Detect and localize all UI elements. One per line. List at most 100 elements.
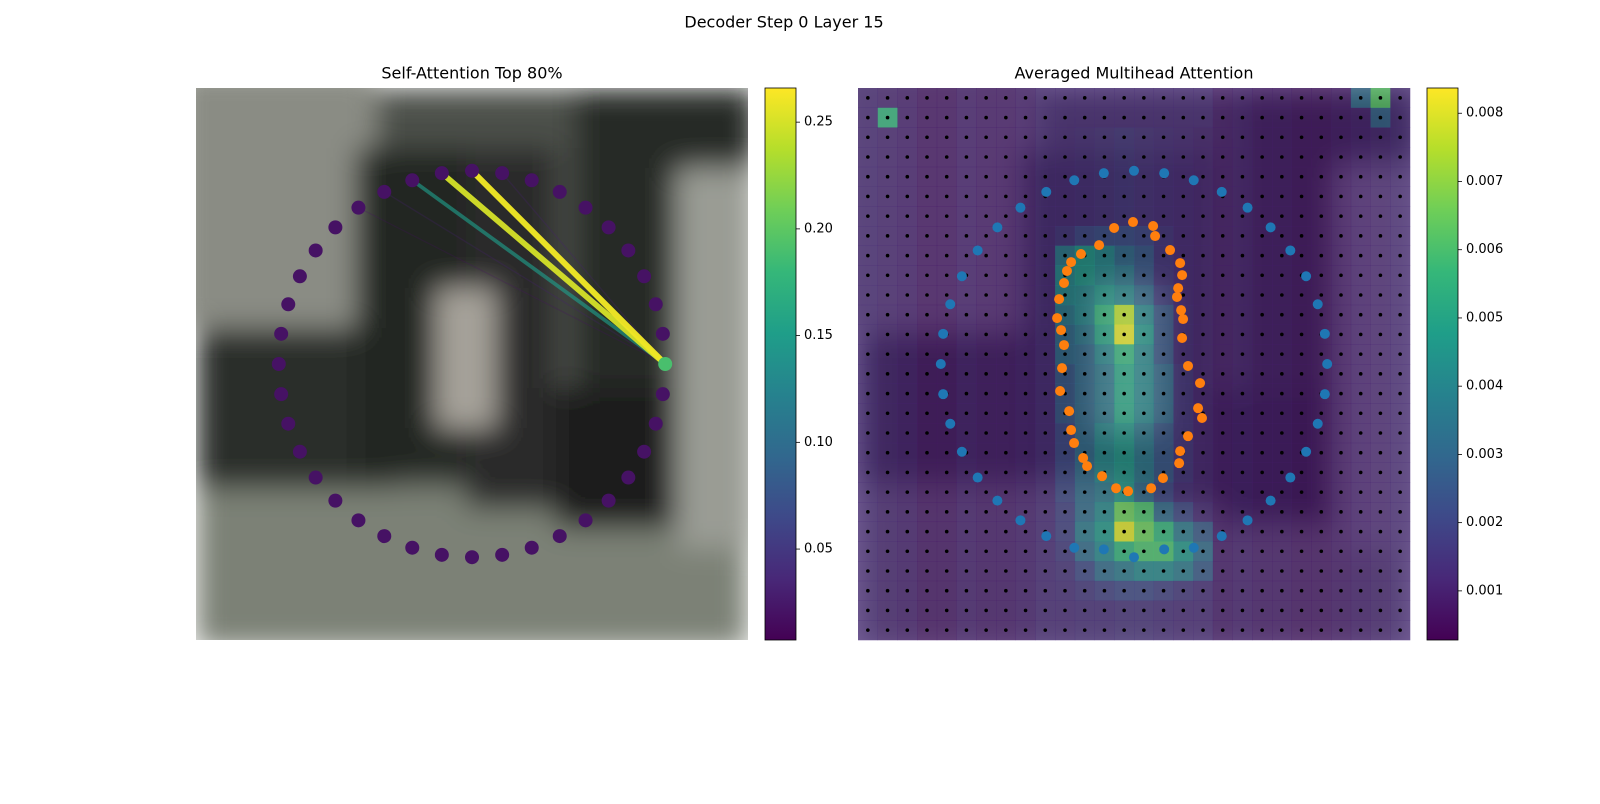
grid-point	[1004, 273, 1008, 278]
grid-point	[1142, 273, 1146, 278]
grid-point	[1181, 234, 1186, 238]
colorbar-tick-label: 0.004	[1466, 379, 1503, 394]
attention-point	[281, 297, 296, 312]
grid-point	[1240, 253, 1245, 258]
grid-point	[1260, 96, 1264, 100]
grid-point	[944, 510, 949, 514]
grid-point	[866, 529, 870, 534]
grid-point	[925, 569, 929, 573]
grid-point	[1142, 569, 1146, 573]
grid-point	[1220, 352, 1225, 356]
grid-point	[925, 332, 929, 337]
grid-point	[1161, 312, 1166, 317]
grid-point	[905, 194, 910, 199]
grid-point	[1023, 214, 1028, 218]
grid-point	[1082, 96, 1087, 100]
scatter-point	[1069, 542, 1080, 553]
attention-point	[274, 387, 289, 402]
grid-point	[1023, 155, 1028, 159]
attention-point	[495, 166, 510, 181]
grid-point	[1063, 155, 1067, 159]
grid-point	[1398, 155, 1402, 159]
grid-point	[964, 470, 969, 475]
attention-point	[578, 513, 593, 528]
grid-point	[1063, 214, 1067, 218]
scatter-point	[1319, 389, 1330, 400]
grid-point	[1023, 608, 1028, 613]
grid-point	[1240, 510, 1245, 514]
scatter-point	[1197, 413, 1208, 424]
grid-point	[1122, 115, 1126, 120]
grid-point	[1102, 411, 1107, 416]
grid-point	[1181, 549, 1186, 554]
grid-point	[1082, 352, 1087, 356]
attention-point	[328, 220, 343, 235]
grid-point	[866, 115, 870, 120]
grid-point	[944, 234, 949, 238]
grid-point	[1280, 411, 1284, 416]
grid-point	[1082, 510, 1087, 514]
grid-point	[905, 174, 910, 179]
grid-point	[1161, 135, 1166, 140]
grid-point	[905, 115, 910, 120]
grid-point	[1220, 174, 1225, 179]
scatter-point	[1052, 313, 1063, 324]
grid-point	[1063, 115, 1067, 120]
grid-point	[1260, 510, 1264, 514]
grid-point	[1339, 96, 1343, 100]
grid-point	[1004, 155, 1008, 159]
grid-point	[1299, 253, 1304, 258]
grid-point	[944, 490, 949, 494]
grid-point	[1358, 214, 1363, 218]
grid-point	[964, 490, 969, 494]
grid-point	[1299, 391, 1304, 396]
grid-point	[905, 135, 910, 140]
grid-point	[1004, 352, 1008, 356]
grid-point	[1280, 608, 1284, 613]
grid-point	[866, 588, 870, 593]
grid-point	[885, 312, 890, 317]
grid-point	[1299, 529, 1304, 534]
grid-point	[1201, 135, 1205, 140]
grid-point	[1082, 214, 1087, 218]
grid-point	[1240, 608, 1245, 613]
grid-point	[1339, 628, 1343, 632]
scatter-point	[1055, 386, 1066, 397]
grid-point	[1201, 214, 1205, 218]
grid-point	[885, 155, 890, 159]
grid-point	[1063, 234, 1067, 238]
grid-point	[1299, 214, 1304, 218]
grid-point	[1240, 273, 1245, 278]
grid-point	[1260, 293, 1264, 297]
grid-point	[1063, 174, 1067, 179]
grid-point	[1358, 234, 1363, 238]
grid-point	[1240, 174, 1245, 179]
grid-point	[1339, 115, 1343, 120]
grid-point	[1043, 549, 1048, 554]
grid-point	[1319, 155, 1324, 159]
grid-point	[1398, 529, 1402, 534]
attention-point	[524, 540, 539, 555]
grid-point	[1280, 273, 1284, 278]
figure-title: Decoder Step 0 Layer 15	[684, 13, 883, 32]
grid-point	[1023, 391, 1028, 396]
grid-point	[1023, 352, 1028, 356]
grid-point	[1043, 450, 1048, 455]
grid-point	[944, 214, 949, 218]
grid-point	[1063, 569, 1067, 573]
grid-point	[1299, 332, 1304, 337]
grid-point	[1082, 293, 1087, 297]
grid-point	[1142, 372, 1146, 376]
grid-point	[1260, 312, 1264, 317]
scatter-point	[1174, 458, 1185, 469]
scatter-point	[1098, 168, 1109, 179]
grid-point	[1023, 332, 1028, 337]
grid-point	[1299, 490, 1304, 494]
grid-point	[1319, 628, 1324, 632]
colorbar-tick-label: 0.15	[804, 328, 833, 343]
grid-point	[1339, 293, 1343, 297]
grid-point	[1378, 234, 1383, 238]
grid-point	[925, 273, 929, 278]
grid-point	[1142, 450, 1146, 455]
